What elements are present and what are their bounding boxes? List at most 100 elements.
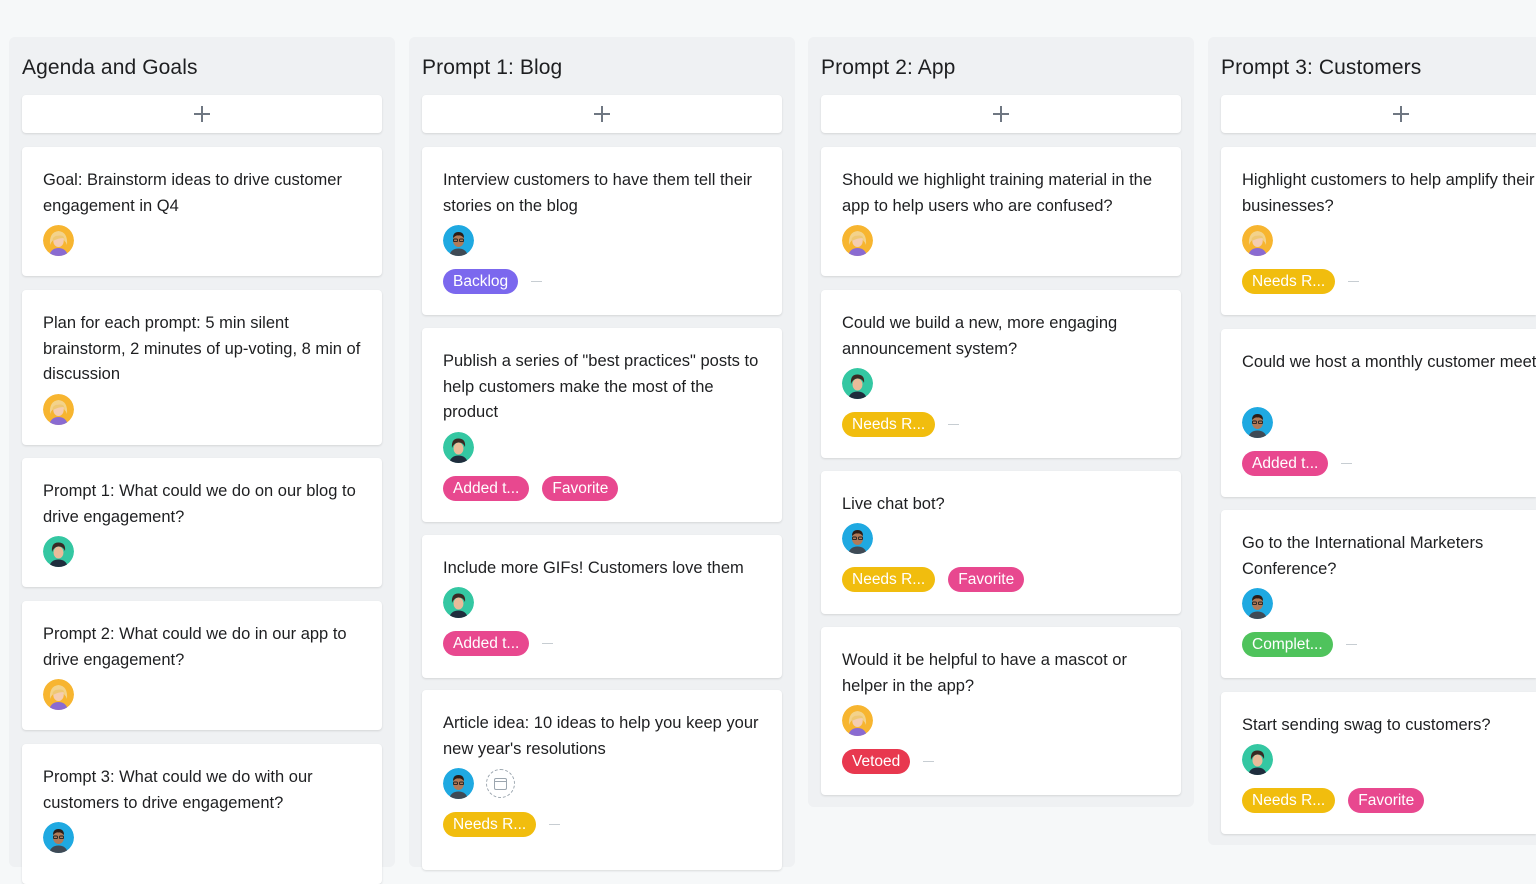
- tag-divider: [1348, 281, 1360, 282]
- plus-icon: [594, 106, 610, 122]
- task-card[interactable]: Include more GIFs! Customers love them A…: [422, 535, 782, 678]
- task-card[interactable]: Interview customers to have them tell th…: [422, 147, 782, 315]
- avatar[interactable]: [43, 679, 74, 710]
- task-title: Live chat bot?: [842, 495, 945, 513]
- avatar[interactable]: [443, 768, 474, 799]
- avatar[interactable]: [1242, 588, 1273, 619]
- tag-list: Complet...: [1242, 632, 1357, 657]
- column-agenda-and-goals: Agenda and Goals Goal: Brainstorm ideas …: [9, 37, 395, 884]
- task-title: Should we highlight training material in…: [842, 171, 1153, 215]
- tag-list: Added t...: [1242, 451, 1353, 476]
- task-card[interactable]: Go to the International Marketers Confer…: [1221, 510, 1536, 678]
- tag-complete[interactable]: Complet...: [1242, 632, 1333, 657]
- tag-divider: [923, 761, 935, 762]
- plus-icon: [993, 106, 1009, 122]
- task-title: Prompt 3: What could we do with our cust…: [43, 768, 313, 812]
- tag-added[interactable]: Added t...: [443, 476, 530, 501]
- column-prompt-2-app: Prompt 2: App Should we highlight traini…: [808, 37, 1194, 807]
- task-title: Goal: Brainstorm ideas to drive customer…: [43, 171, 342, 215]
- tag-needs-review[interactable]: Needs R...: [842, 567, 936, 592]
- add-task-button[interactable]: [1221, 95, 1536, 133]
- task-title: Prompt 2: What could we do in our app to…: [43, 625, 347, 669]
- tag-needs-review[interactable]: Needs R...: [1242, 788, 1336, 813]
- avatar[interactable]: [43, 536, 74, 567]
- column-prompt-1-blog: Prompt 1: Blog Interview customers to ha…: [409, 37, 795, 870]
- tag-list: Added t...: [443, 631, 554, 656]
- tag-list: Vetoed: [842, 749, 935, 774]
- avatar[interactable]: [443, 587, 474, 618]
- task-card[interactable]: Prompt 3: What could we do with our cust…: [22, 744, 382, 884]
- column-prompt-3-customers: Prompt 3: Customers Highlight customers …: [1208, 37, 1536, 845]
- column-title[interactable]: Prompt 1: Blog: [422, 56, 563, 79]
- tag-divider: [948, 424, 960, 425]
- task-card[interactable]: Highlight customers to help amplify thei…: [1221, 147, 1536, 315]
- task-title: Article idea: 10 ideas to help you keep …: [443, 714, 759, 758]
- avatar[interactable]: [842, 368, 873, 399]
- task-title: Could we host a monthly customer meet up…: [1242, 353, 1536, 371]
- add-task-button[interactable]: [22, 95, 382, 133]
- tag-favorite[interactable]: Favorite: [542, 476, 619, 501]
- tag-divider: [549, 824, 561, 825]
- tag-backlog[interactable]: Backlog: [443, 269, 519, 294]
- avatar[interactable]: [842, 523, 873, 554]
- tag-list: Needs R... Favorite: [1242, 788, 1437, 813]
- tag-list: Added t... Favorite: [443, 476, 631, 501]
- add-task-button[interactable]: [422, 95, 782, 133]
- tag-vetoed[interactable]: Vetoed: [842, 749, 911, 774]
- add-task-button[interactable]: [821, 95, 1181, 133]
- plus-icon: [194, 106, 210, 122]
- tag-needs-review[interactable]: Needs R...: [443, 812, 537, 837]
- task-card[interactable]: Could we host a monthly customer meet up…: [1221, 329, 1536, 497]
- column-title[interactable]: Prompt 3: Customers: [1221, 56, 1422, 79]
- board: Agenda and Goals Goal: Brainstorm ideas …: [22, 37, 1536, 853]
- tag-added[interactable]: Added t...: [443, 631, 530, 656]
- task-title: Go to the International Marketers Confer…: [1242, 534, 1484, 578]
- plus-icon: [1393, 106, 1409, 122]
- avatar[interactable]: [1242, 744, 1273, 775]
- task-card[interactable]: Could we build a new, more engaging anno…: [821, 290, 1181, 458]
- task-title: Would it be helpful to have a mascot or …: [842, 651, 1127, 695]
- task-title: Highlight customers to help amplify thei…: [1242, 171, 1535, 215]
- task-title: Start sending swag to customers?: [1242, 716, 1491, 734]
- tag-needs-review[interactable]: Needs R...: [842, 412, 936, 437]
- task-card[interactable]: Prompt 2: What could we do in our app to…: [22, 601, 382, 730]
- calendar-icon[interactable]: [486, 769, 515, 798]
- avatar[interactable]: [1242, 407, 1273, 438]
- avatar[interactable]: [43, 225, 74, 256]
- tag-divider: [542, 643, 554, 644]
- avatar[interactable]: [443, 432, 474, 463]
- task-card[interactable]: Prompt 1: What could we do on our blog t…: [22, 458, 382, 587]
- task-card[interactable]: Should we highlight training material in…: [821, 147, 1181, 276]
- tag-favorite[interactable]: Favorite: [948, 567, 1025, 592]
- avatar[interactable]: [443, 225, 474, 256]
- task-title: Plan for each prompt: 5 min silent brain…: [43, 314, 361, 383]
- tag-divider: [531, 281, 543, 282]
- task-card[interactable]: Start sending swag to customers? Needs R…: [1221, 692, 1536, 834]
- tag-list: Needs R...: [842, 412, 960, 437]
- column-title[interactable]: Prompt 2: App: [821, 56, 956, 79]
- avatar[interactable]: [43, 822, 74, 853]
- avatar[interactable]: [842, 705, 873, 736]
- tag-list: Needs R...: [443, 812, 561, 837]
- task-card[interactable]: Article idea: 10 ideas to help you keep …: [422, 690, 782, 870]
- task-title: Could we build a new, more engaging anno…: [842, 314, 1118, 358]
- tag-list: Needs R...: [1242, 269, 1360, 294]
- task-title: Publish a series of "best practices" pos…: [443, 352, 759, 421]
- tag-divider: [1345, 644, 1357, 645]
- tag-added[interactable]: Added t...: [1242, 451, 1329, 476]
- task-card[interactable]: Live chat bot? Needs R... Favorite: [821, 471, 1181, 614]
- tag-divider: [1341, 463, 1353, 464]
- task-card[interactable]: Plan for each prompt: 5 min silent brain…: [22, 290, 382, 445]
- task-card[interactable]: Would it be helpful to have a mascot or …: [821, 627, 1181, 795]
- column-title[interactable]: Agenda and Goals: [22, 56, 198, 79]
- avatar[interactable]: [43, 394, 74, 425]
- task-title: Prompt 1: What could we do on our blog t…: [43, 482, 356, 526]
- task-card[interactable]: Publish a series of "best practices" pos…: [422, 328, 782, 522]
- tag-list: Backlog: [443, 269, 543, 294]
- avatar[interactable]: [1242, 225, 1273, 256]
- task-title: Include more GIFs! Customers love them: [443, 559, 744, 577]
- avatar[interactable]: [842, 225, 873, 256]
- tag-favorite[interactable]: Favorite: [1348, 788, 1425, 813]
- task-card[interactable]: Goal: Brainstorm ideas to drive customer…: [22, 147, 382, 276]
- tag-needs-review[interactable]: Needs R...: [1242, 269, 1336, 294]
